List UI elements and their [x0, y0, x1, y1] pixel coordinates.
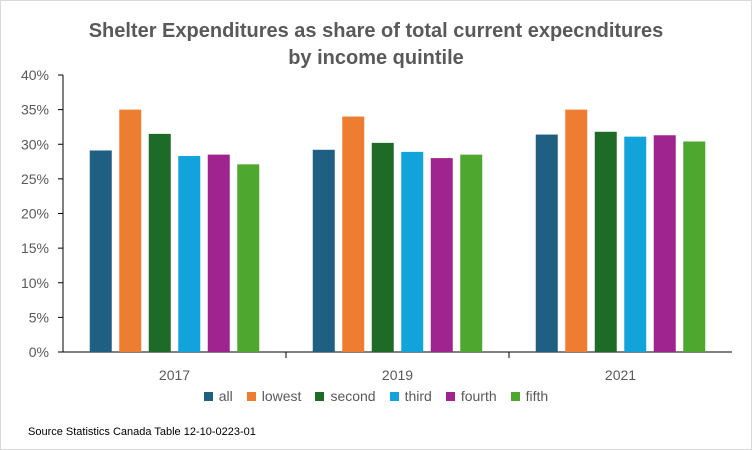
bar-lowest-2019	[342, 116, 365, 352]
x-tick-label: 2017	[159, 367, 190, 383]
chart-title: Shelter Expenditures as share of total c…	[0, 18, 752, 72]
legend-label: all	[218, 388, 233, 404]
bar-second-2017	[148, 133, 171, 352]
y-tick-label: 15%	[21, 240, 49, 256]
legend-swatch	[445, 391, 455, 401]
y-tick-label: 10%	[21, 275, 49, 291]
y-tick-label: 25%	[21, 171, 49, 187]
chart-title-line-1: Shelter Expenditures as share of total c…	[88, 20, 664, 42]
y-tick-label: 0%	[29, 344, 49, 360]
bar-third-2019	[401, 151, 424, 352]
bar-fifth-2021	[683, 141, 706, 352]
bar-fourth-2017	[207, 154, 230, 352]
legend-swatch	[246, 391, 256, 401]
legend-item-fourth: fourth	[445, 388, 497, 404]
y-tick-label: 20%	[21, 206, 49, 222]
y-tick-label: 30%	[21, 136, 49, 152]
legend-item-fifth: fifth	[510, 388, 549, 404]
bar-fourth-2019	[430, 158, 453, 352]
bar-fifth-2017	[237, 164, 260, 352]
legend-swatch	[510, 391, 520, 401]
y-tick-label: 40%	[21, 67, 49, 83]
bar-lowest-2017	[119, 109, 142, 352]
x-tick-label: 2021	[605, 367, 636, 383]
chart-title-line-2: by income quintile	[288, 47, 464, 69]
legend-label: fourth	[460, 388, 497, 404]
legend-label: third	[404, 388, 432, 404]
legend-swatch	[315, 391, 325, 401]
legend-item-lowest: lowest	[246, 388, 302, 404]
source-note: Source Statistics Canada Table 12-10-022…	[28, 426, 256, 438]
bar-all-2017	[89, 150, 112, 352]
legend-item-second: second	[315, 388, 376, 404]
bar-lowest-2021	[565, 109, 588, 352]
legend-item-third: third	[389, 388, 432, 404]
legend-swatch	[203, 391, 213, 401]
legend-label: fifth	[525, 388, 549, 404]
legend: all lowest second third fourth fifth	[0, 388, 752, 404]
bar-fifth-2019	[460, 154, 483, 352]
legend-label: second	[330, 388, 376, 404]
y-tick-label: 5%	[29, 309, 49, 325]
bar-third-2021	[624, 136, 647, 352]
bar-all-2019	[312, 149, 335, 352]
bar-second-2021	[594, 131, 617, 352]
legend-item-all: all	[203, 388, 233, 404]
legend-label: lowest	[261, 388, 302, 404]
legend-swatch	[389, 391, 399, 401]
bar-all-2021	[535, 134, 558, 352]
y-tick-label: 35%	[21, 102, 49, 118]
bar-fourth-2021	[653, 135, 676, 352]
bar-third-2017	[178, 156, 201, 352]
x-tick-label: 2019	[382, 367, 413, 383]
bar-second-2019	[371, 142, 394, 352]
